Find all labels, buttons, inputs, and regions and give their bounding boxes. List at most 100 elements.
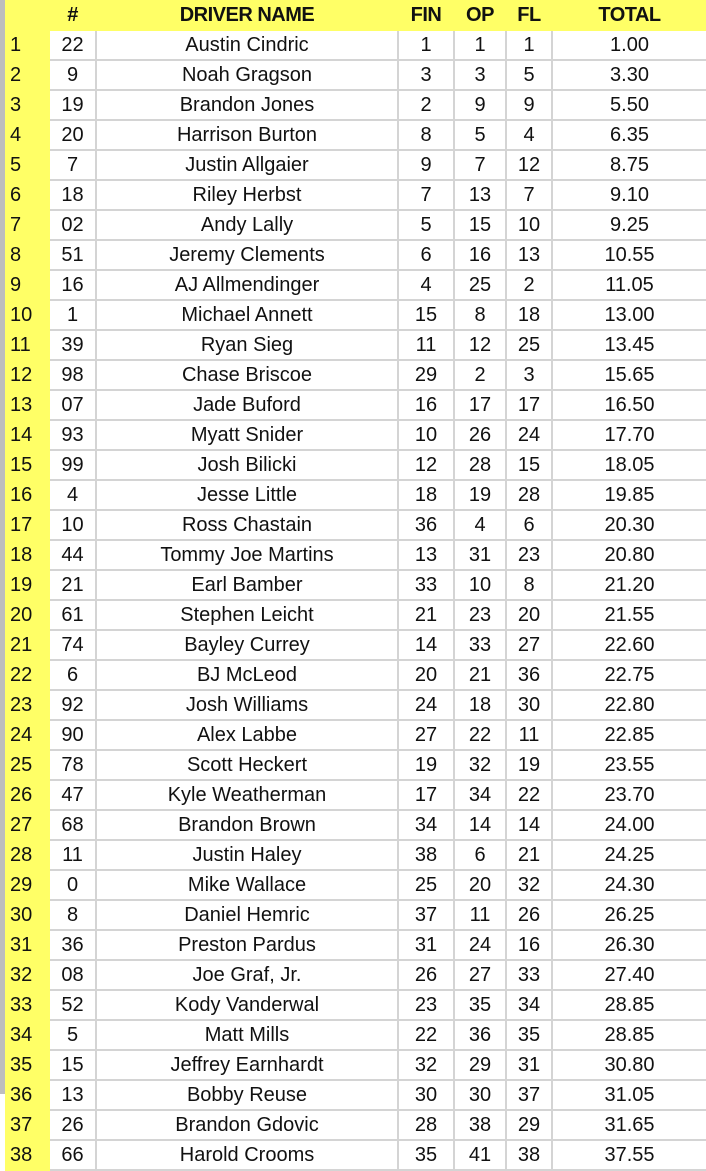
total-cell[interactable]: 31.05 [551, 1079, 706, 1111]
op-cell[interactable]: 20 [453, 869, 507, 901]
total-cell[interactable]: 8.75 [551, 149, 706, 181]
op-cell[interactable]: 2 [453, 359, 507, 391]
fl-cell[interactable]: 18 [505, 299, 553, 331]
rank-cell[interactable]: 11 [5, 329, 50, 361]
total-cell[interactable]: 28.85 [551, 989, 706, 1021]
total-cell[interactable]: 24.30 [551, 869, 706, 901]
driver-name-cell[interactable]: Daniel Hemric [95, 899, 399, 931]
rank-cell[interactable]: 17 [5, 509, 50, 541]
op-cell[interactable]: 13 [453, 179, 507, 211]
fl-cell[interactable]: 36 [505, 659, 553, 691]
op-cell[interactable]: 30 [453, 1079, 507, 1111]
op-cell[interactable]: 23 [453, 599, 507, 631]
total-cell[interactable]: 13.45 [551, 329, 706, 361]
fin-cell[interactable]: 7 [397, 179, 455, 211]
total-cell[interactable]: 26.30 [551, 929, 706, 961]
fl-cell[interactable]: 8 [505, 569, 553, 601]
rank-cell[interactable]: 18 [5, 539, 50, 571]
driver-name-cell[interactable]: Myatt Snider [95, 419, 399, 451]
op-cell[interactable]: 32 [453, 749, 507, 781]
car-number-cell[interactable]: 07 [48, 389, 97, 421]
driver-name-cell[interactable]: Austin Cindric [95, 29, 399, 61]
fin-cell[interactable]: 38 [397, 839, 455, 871]
car-number-cell[interactable]: 99 [48, 449, 97, 481]
driver-name-cell[interactable]: AJ Allmendinger [95, 269, 399, 301]
op-cell[interactable]: 17 [453, 389, 507, 421]
fl-cell[interactable]: 7 [505, 179, 553, 211]
fl-cell[interactable]: 23 [505, 539, 553, 571]
fin-cell[interactable]: 18 [397, 479, 455, 511]
fin-cell[interactable]: 27 [397, 719, 455, 751]
driver-name-cell[interactable]: Earl Bamber [95, 569, 399, 601]
fl-cell[interactable]: 33 [505, 959, 553, 991]
rank-cell[interactable]: 36 [5, 1079, 50, 1111]
car-number-cell[interactable]: 22 [48, 29, 97, 61]
op-cell[interactable]: 5 [453, 119, 507, 151]
rank-cell[interactable]: 20 [5, 599, 50, 631]
fin-cell[interactable]: 13 [397, 539, 455, 571]
fin-cell[interactable]: 12 [397, 449, 455, 481]
total-cell[interactable]: 13.00 [551, 299, 706, 331]
driver-name-cell[interactable]: Scott Heckert [95, 749, 399, 781]
driver-name-cell[interactable]: Harold Crooms [95, 1139, 399, 1171]
fl-cell[interactable]: 38 [505, 1139, 553, 1171]
car-number-cell[interactable]: 39 [48, 329, 97, 361]
op-cell[interactable]: 15 [453, 209, 507, 241]
fl-cell[interactable]: 32 [505, 869, 553, 901]
driver-name-cell[interactable]: Kody Vanderwal [95, 989, 399, 1021]
rank-cell[interactable]: 33 [5, 989, 50, 1021]
car-number-cell[interactable]: 7 [48, 149, 97, 181]
fl-cell[interactable]: 19 [505, 749, 553, 781]
driver-name-cell[interactable]: Ross Chastain [95, 509, 399, 541]
rank-cell[interactable]: 9 [5, 269, 50, 301]
car-number-cell[interactable]: 18 [48, 179, 97, 211]
total-cell[interactable]: 27.40 [551, 959, 706, 991]
fin-cell[interactable]: 11 [397, 329, 455, 361]
total-cell[interactable]: 3.30 [551, 59, 706, 91]
rank-cell[interactable]: 35 [5, 1049, 50, 1081]
driver-name-cell[interactable]: Josh Williams [95, 689, 399, 721]
fl-cell[interactable]: 4 [505, 119, 553, 151]
driver-name-cell[interactable]: Harrison Burton [95, 119, 399, 151]
car-number-cell[interactable]: 74 [48, 629, 97, 661]
rank-cell[interactable]: 3 [5, 89, 50, 121]
rank-cell[interactable]: 34 [5, 1019, 50, 1051]
op-cell[interactable]: 19 [453, 479, 507, 511]
fin-cell[interactable]: 25 [397, 869, 455, 901]
car-number-cell[interactable]: 5 [48, 1019, 97, 1051]
car-number-cell[interactable]: 4 [48, 479, 97, 511]
total-cell[interactable]: 24.00 [551, 809, 706, 841]
fl-cell[interactable]: 11 [505, 719, 553, 751]
driver-name-cell[interactable]: Bobby Reuse [95, 1079, 399, 1111]
op-cell[interactable]: 25 [453, 269, 507, 301]
car-number-cell[interactable]: 93 [48, 419, 97, 451]
car-number-cell[interactable]: 8 [48, 899, 97, 931]
rank-cell[interactable]: 25 [5, 749, 50, 781]
op-cell[interactable]: 21 [453, 659, 507, 691]
driver-name-cell[interactable]: Michael Annett [95, 299, 399, 331]
car-number-cell[interactable]: 1 [48, 299, 97, 331]
header-driver-name[interactable]: DRIVER NAME [95, 0, 399, 31]
fin-cell[interactable]: 17 [397, 779, 455, 811]
op-cell[interactable]: 6 [453, 839, 507, 871]
total-cell[interactable]: 16.50 [551, 389, 706, 421]
total-cell[interactable]: 31.65 [551, 1109, 706, 1141]
car-number-cell[interactable]: 11 [48, 839, 97, 871]
driver-name-cell[interactable]: Justin Haley [95, 839, 399, 871]
car-number-cell[interactable]: 6 [48, 659, 97, 691]
header-fl[interactable]: FL [505, 0, 553, 31]
op-cell[interactable]: 24 [453, 929, 507, 961]
car-number-cell[interactable]: 13 [48, 1079, 97, 1111]
total-cell[interactable]: 21.20 [551, 569, 706, 601]
fin-cell[interactable]: 3 [397, 59, 455, 91]
fin-cell[interactable]: 21 [397, 599, 455, 631]
total-cell[interactable]: 11.05 [551, 269, 706, 301]
rank-cell[interactable]: 38 [5, 1139, 50, 1171]
rank-cell[interactable]: 10 [5, 299, 50, 331]
driver-name-cell[interactable]: Jeremy Clements [95, 239, 399, 271]
op-cell[interactable]: 33 [453, 629, 507, 661]
car-number-cell[interactable]: 47 [48, 779, 97, 811]
total-cell[interactable]: 22.85 [551, 719, 706, 751]
fl-cell[interactable]: 5 [505, 59, 553, 91]
car-number-cell[interactable]: 15 [48, 1049, 97, 1081]
